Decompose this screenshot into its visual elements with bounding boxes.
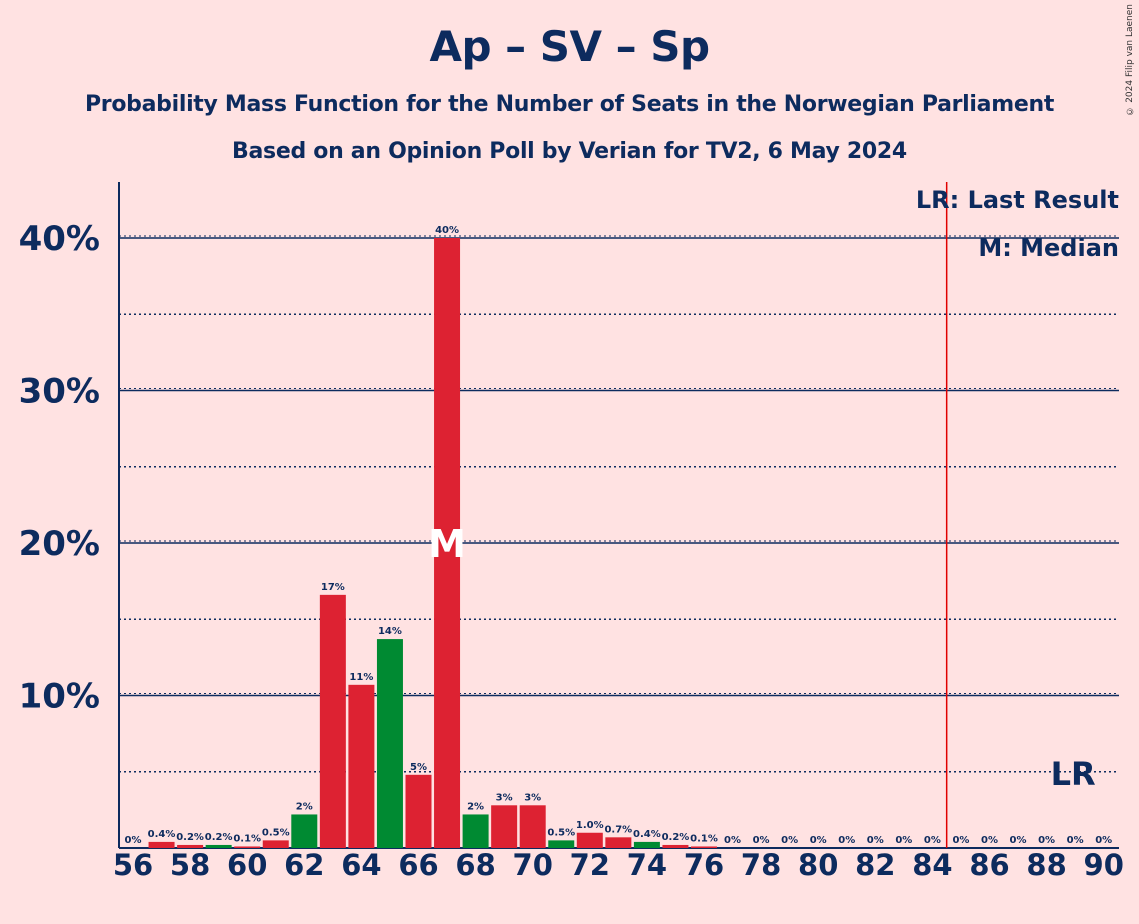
bar-seat-57 xyxy=(148,841,175,848)
data-label: 14% xyxy=(378,626,402,637)
data-label: 0.2% xyxy=(176,832,204,843)
y-tick-label: 30% xyxy=(19,372,100,412)
chart-subtitle: Probability Mass Function for the Number… xyxy=(84,92,1055,117)
data-label: 0% xyxy=(1038,835,1055,846)
data-label: 0% xyxy=(981,835,998,846)
data-label: 0% xyxy=(952,835,969,846)
x-tick-label: 80 xyxy=(798,848,838,882)
x-tick-label: 64 xyxy=(341,848,381,882)
data-label: 0% xyxy=(1067,835,1084,846)
bar-seat-59 xyxy=(205,844,232,848)
bar-seat-76 xyxy=(691,846,717,848)
bar-seat-58 xyxy=(177,844,204,848)
data-label: 0% xyxy=(724,835,741,846)
data-label: 0% xyxy=(924,835,941,846)
bar-seat-73 xyxy=(605,837,632,848)
data-label: 40% xyxy=(435,225,459,236)
bar-seat-63 xyxy=(319,594,346,848)
data-label: 0.1% xyxy=(690,833,718,844)
data-label: 0.2% xyxy=(205,832,233,843)
data-label: 2% xyxy=(296,801,313,812)
data-label: 0% xyxy=(867,835,884,846)
data-label: 0.2% xyxy=(662,832,690,843)
bar-seat-70 xyxy=(519,805,546,848)
data-label: 0.4% xyxy=(633,829,661,840)
data-label: 0% xyxy=(125,835,142,846)
data-label: 0.1% xyxy=(233,833,261,844)
x-tick-label: 68 xyxy=(455,848,495,882)
x-tick-label: 74 xyxy=(627,848,667,882)
data-label: 0% xyxy=(895,835,912,846)
x-tick-label: 82 xyxy=(855,848,895,882)
x-tick-label: 56 xyxy=(113,848,153,882)
data-label: 0% xyxy=(810,835,827,846)
x-tick-label: 90 xyxy=(1084,848,1124,882)
bar-seat-71 xyxy=(548,840,575,848)
bar-seat-60 xyxy=(234,846,261,848)
data-label: 0% xyxy=(1010,835,1027,846)
x-tick-label: 72 xyxy=(570,848,610,882)
data-label: 0% xyxy=(753,835,770,846)
data-label: 1.0% xyxy=(576,820,604,831)
x-tick-label: 58 xyxy=(170,848,210,882)
last-result-marker: LR xyxy=(1051,755,1096,793)
bar-seat-69 xyxy=(491,805,518,848)
bar-seat-67 xyxy=(434,238,461,848)
bar-seat-72 xyxy=(576,832,603,848)
median-marker: M xyxy=(428,522,466,566)
x-tick-label: 86 xyxy=(969,848,1009,882)
bar-seat-61 xyxy=(262,840,289,848)
x-tick-label: 70 xyxy=(513,848,553,882)
x-tick-label: 66 xyxy=(398,848,438,882)
data-label: 0.5% xyxy=(547,827,575,838)
data-label: 2% xyxy=(467,801,484,812)
data-label: 0% xyxy=(781,835,798,846)
data-label: 0.4% xyxy=(148,829,176,840)
x-tick-label: 78 xyxy=(741,848,781,882)
x-tick-label: 84 xyxy=(912,848,952,882)
x-tick-label: 62 xyxy=(284,848,324,882)
x-tick-label: 60 xyxy=(227,848,267,882)
data-label: 0% xyxy=(1095,835,1112,846)
bar-seat-65 xyxy=(376,639,403,848)
x-tick-label: 76 xyxy=(684,848,724,882)
legend-median: M: Median xyxy=(978,234,1119,262)
chart-subtitle-poll: Based on an Opinion Poll by Verian for T… xyxy=(232,139,907,164)
bar-seat-64 xyxy=(348,684,375,848)
data-label: 3% xyxy=(496,792,513,803)
x-tick-label: 88 xyxy=(1026,848,1066,882)
y-tick-label: 20% xyxy=(19,524,100,564)
bar-seat-62 xyxy=(291,814,318,848)
data-label: 5% xyxy=(410,762,427,773)
chart-title: Ap – SV – Sp xyxy=(429,22,710,71)
data-label: 0.5% xyxy=(262,827,290,838)
bar-seat-75 xyxy=(662,844,689,848)
data-label: 3% xyxy=(524,792,541,803)
bar-seat-68 xyxy=(462,814,489,848)
legend-last-result: LR: Last Result xyxy=(915,186,1119,214)
data-label: 17% xyxy=(321,582,345,593)
bar-seat-74 xyxy=(633,841,660,848)
data-label: 0.7% xyxy=(604,824,632,835)
bar-seat-66 xyxy=(405,774,432,848)
data-label: 0% xyxy=(838,835,855,846)
y-tick-label: 40% xyxy=(19,219,100,259)
data-label: 11% xyxy=(349,672,373,683)
y-tick-label: 10% xyxy=(19,677,100,717)
